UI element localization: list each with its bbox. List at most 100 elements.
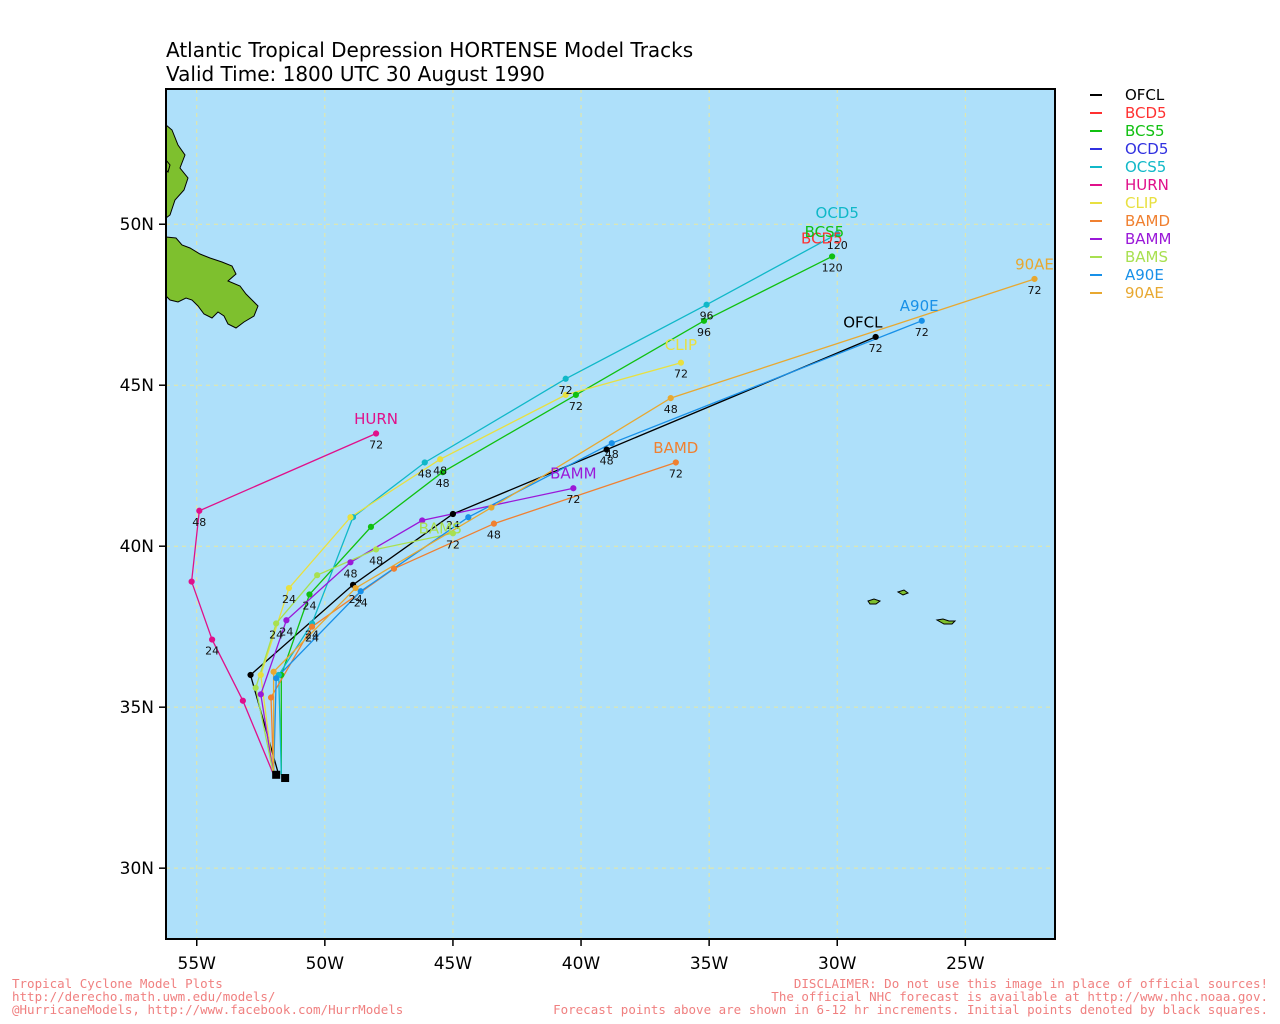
forecast-point-90ae bbox=[270, 668, 277, 675]
forecast-point-bamm bbox=[347, 559, 354, 566]
footer-left-line-1: Tropical Cyclone Model Plots bbox=[12, 976, 223, 991]
axes: 55W 50W 45W 40W 35W 30W 25W 30N 35N 40N 45N 50N bbox=[120, 215, 985, 974]
forecast-point-90ae bbox=[667, 394, 674, 402]
legend-label-bcd5: BCD5 bbox=[1125, 104, 1167, 122]
legend-label-a90e: A90E bbox=[1125, 266, 1164, 284]
forecast-point-bams bbox=[372, 546, 380, 553]
legend-label-90ae: 90AE bbox=[1125, 284, 1164, 302]
forecast-point-clip bbox=[562, 391, 569, 398]
y-tick-label-30n: 30N bbox=[120, 859, 154, 879]
hour-label-hurn-24: 24 bbox=[205, 645, 219, 658]
track-bcs5 bbox=[280, 255, 833, 775]
track-label-bcd5: BCD5 bbox=[801, 230, 843, 248]
azores-island-3 bbox=[935, 618, 957, 625]
track-label-clip: CLIP bbox=[665, 336, 697, 354]
forecast-markers bbox=[188, 230, 1038, 704]
hour-label-a90e-72: 72 bbox=[915, 326, 929, 339]
track-label-a90e: A90E bbox=[900, 297, 939, 315]
hour-label-ocs5-96: 96 bbox=[700, 310, 714, 323]
plot-border bbox=[165, 88, 1056, 940]
hour-label-a90e-48: 48 bbox=[605, 448, 619, 461]
forecast-point-bamd bbox=[267, 694, 275, 701]
hour-label-clip-72: 72 bbox=[674, 368, 688, 381]
forecast-point-bcs5 bbox=[700, 317, 708, 324]
azores-island-1 bbox=[867, 598, 882, 605]
track-label-bamd: BAMD bbox=[653, 439, 698, 457]
forecast-point-bcs5 bbox=[367, 523, 375, 530]
track-90ae bbox=[272, 278, 1035, 775]
legend-label-bamm: BAMM bbox=[1125, 230, 1171, 248]
newfoundland-coast bbox=[166, 124, 189, 219]
track-label-bcs5: BCS5 bbox=[805, 223, 845, 241]
hour-label-ocs5-120: 120 bbox=[827, 239, 848, 252]
forecast-point-ocs5 bbox=[703, 301, 710, 308]
forecast-point-a90e bbox=[918, 317, 925, 324]
hour-label-bams-72: 72 bbox=[446, 538, 460, 551]
track-label-hurn: HURN bbox=[354, 410, 398, 428]
forecast-point-hurn bbox=[239, 697, 246, 704]
hour-label-a90e-24: 24 bbox=[354, 596, 368, 609]
forecast-point-ocs5 bbox=[421, 459, 428, 466]
land-layer bbox=[166, 124, 957, 625]
footer-left-line-3: @HurricaneModels, http://www.facebook.co… bbox=[12, 1002, 403, 1017]
hour-label-90ae-72: 72 bbox=[1028, 284, 1042, 297]
forecast-point-clip bbox=[257, 671, 264, 679]
y-tick-label-50n: 50N bbox=[120, 215, 154, 235]
forecast-hour-labels: 24 48 72 24 48 72 96 120 24 48 72 96 120 24 48 72 24 48 72… bbox=[192, 239, 1041, 658]
hour-label-bcs5-72: 72 bbox=[569, 400, 583, 413]
model-tracks bbox=[190, 233, 1035, 776]
y-tick-label-35n: 35N bbox=[120, 698, 154, 718]
track-label-ocs5: OCD5 bbox=[816, 204, 859, 222]
forecast-point-bcs5 bbox=[439, 469, 446, 476]
forecast-point-hurn bbox=[196, 507, 203, 514]
x-tick-label-55w: 55W bbox=[178, 954, 217, 974]
x-tick-label-40w: 40W bbox=[562, 954, 601, 974]
legend-label-bcs5: BCS5 bbox=[1125, 122, 1165, 140]
forecast-point-clip bbox=[677, 359, 685, 366]
forecast-point-clip bbox=[437, 456, 444, 463]
hour-label-hurn-72: 72 bbox=[369, 439, 383, 452]
track-a90e bbox=[272, 320, 923, 775]
hour-label-clip-24: 24 bbox=[282, 593, 296, 606]
hour-label-90ae-48: 48 bbox=[664, 403, 678, 416]
track-bams bbox=[255, 532, 454, 775]
forecast-point-a90e bbox=[465, 514, 472, 521]
forecast-point-a90e bbox=[273, 675, 280, 682]
hour-label-bamd-72: 72 bbox=[669, 467, 683, 480]
forecast-point-bcs5 bbox=[306, 591, 313, 598]
forecast-point-bams bbox=[449, 530, 457, 537]
forecast-point-bams bbox=[252, 684, 259, 691]
forecast-point-bcs5 bbox=[829, 253, 836, 260]
initial-point-square-2 bbox=[281, 774, 290, 783]
forecast-point-a90e bbox=[608, 440, 615, 447]
forecast-point-ofcl bbox=[247, 671, 254, 679]
hour-label-bamd-48: 48 bbox=[487, 529, 501, 542]
track-bamd bbox=[270, 461, 677, 775]
forecast-point-bamm bbox=[257, 691, 264, 698]
hour-label-bcs5-48: 48 bbox=[436, 477, 450, 490]
track-label-bams: BAMS bbox=[419, 519, 462, 537]
x-tick-label-25w: 25W bbox=[946, 954, 985, 974]
azores-island-2 bbox=[896, 589, 910, 596]
forecast-point-hurn bbox=[209, 636, 216, 643]
legend-label-ofcl: OFCL bbox=[1125, 86, 1165, 104]
footer-right-line-2: The official NHC forecast is available a… bbox=[771, 989, 1268, 1004]
hour-label-bcs5-96: 96 bbox=[697, 326, 711, 339]
track-label-bamm: BAMM bbox=[550, 465, 596, 483]
forecast-point-ofcl bbox=[872, 333, 879, 341]
hour-label-ocs5-72: 72 bbox=[559, 384, 573, 397]
hour-label-ocs5-24: 24 bbox=[305, 628, 319, 641]
forecast-point-ocs5 bbox=[562, 375, 569, 382]
forecast-point-hurn bbox=[372, 430, 380, 437]
forecast-point-bamm bbox=[570, 485, 577, 492]
title-line-2: Valid Time: 1800 UTC 30 August 1990 bbox=[166, 62, 545, 86]
forecast-point-90ae bbox=[1031, 275, 1038, 283]
initial-point-markers bbox=[272, 770, 290, 783]
hour-label-bamm-72: 72 bbox=[566, 493, 580, 506]
forecast-point-bamd bbox=[308, 623, 316, 630]
forecast-point-bamm bbox=[283, 617, 290, 624]
footer-left: Tropical Cyclone Model Plots http://dere… bbox=[12, 976, 403, 1017]
hour-label-hurn-48: 48 bbox=[192, 516, 206, 529]
hour-label-90ae-24: 24 bbox=[349, 593, 363, 606]
forecast-point-bams bbox=[273, 620, 280, 627]
